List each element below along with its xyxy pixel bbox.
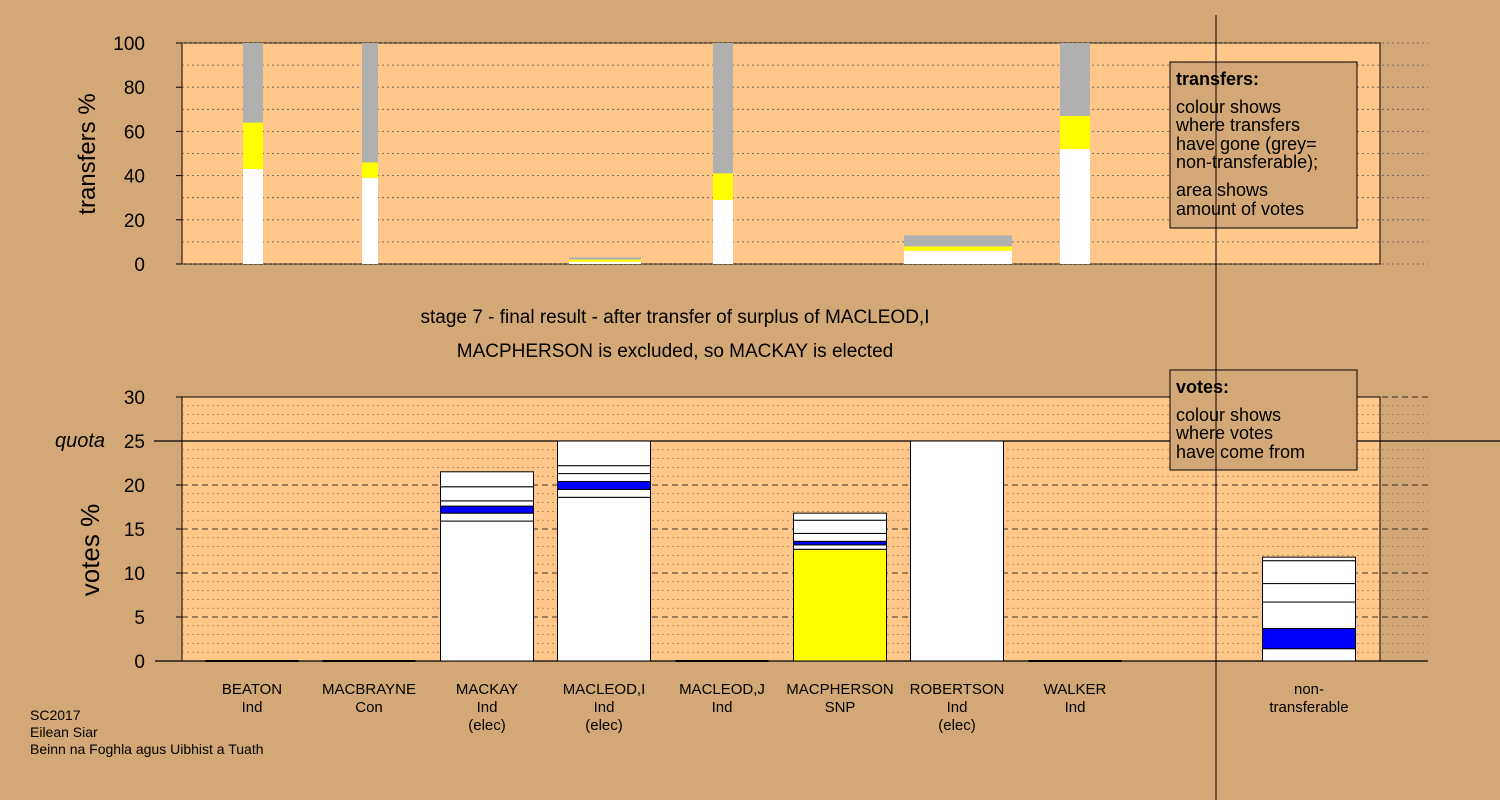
- votes-bar-segment: [440, 486, 534, 502]
- votes-legend-title: votes:: [1176, 377, 1229, 397]
- votes-bar-segment: [1262, 583, 1356, 603]
- transfers-bar-segment: [904, 250, 1012, 264]
- candidate-label: MACKAY: [456, 681, 518, 698]
- transfers-bar-segment: [1060, 149, 1090, 264]
- candidate-label: Ind: [594, 699, 615, 716]
- transfers-ytick-label: 80: [124, 78, 145, 99]
- votes-bar-segment: [440, 520, 534, 662]
- transfers-bar-segment: [713, 173, 733, 200]
- transfers-ytick-label: 0: [134, 255, 145, 276]
- transfers-ytick-label: 40: [124, 167, 145, 188]
- transfers-bar-segment: [569, 257, 641, 260]
- votes-bar-segment: [793, 512, 887, 521]
- transfers-legend-line: colour shows: [1176, 97, 1281, 117]
- votes-bar-segment: [793, 548, 887, 662]
- stage-subtitle: MACPHERSON is excluded, so MACKAY is ele…: [457, 341, 893, 362]
- votes-bar-segment: [1262, 601, 1356, 629]
- votes-bar-segment: [1262, 627, 1356, 650]
- candidate-label: MACBRAYNE: [322, 681, 416, 698]
- transfers-bar-segment: [904, 246, 1012, 251]
- votes-bar-segment: [557, 473, 651, 482]
- votes-bar-segment: [793, 544, 887, 550]
- candidate-label: non-: [1294, 681, 1324, 698]
- transfers-ytick-label: 100: [113, 34, 145, 55]
- transfers-legend-line: amount of votes: [1176, 199, 1304, 219]
- candidate-label: MACPHERSON: [786, 681, 894, 698]
- votes-bar-segment: [1262, 648, 1356, 662]
- transfers-legend-line: area shows: [1176, 180, 1268, 200]
- transfers-bar-segment: [713, 43, 733, 174]
- votes-ytick-label: 0: [134, 652, 145, 673]
- votes-bar-segment: [557, 496, 651, 662]
- transfers-bar-segment: [362, 177, 378, 264]
- transfers-ytick-label: 60: [124, 122, 145, 143]
- votes-bar-segment: [793, 540, 887, 546]
- candidate-label: Ind: [1065, 699, 1086, 716]
- transfers-bar-segment: [569, 259, 641, 262]
- candidate-label: (elec): [585, 717, 623, 734]
- footer-line: Eilean Siar: [30, 724, 98, 740]
- transfers-legend-title: transfers:: [1176, 69, 1259, 89]
- transfers-bar-segment: [904, 235, 1012, 247]
- candidate-label: Ind: [947, 699, 968, 716]
- transfers-bar-segment: [1060, 115, 1090, 150]
- votes-bar-segment: [557, 465, 651, 475]
- quota-label: quota: [55, 430, 105, 452]
- candidate-label: SNP: [825, 699, 856, 716]
- footer-line: Beinn na Foghla agus Uibhist a Tuath: [30, 741, 264, 757]
- transfers-bar-segment: [243, 168, 263, 264]
- votes-ytick-label: 15: [124, 520, 145, 541]
- votes-ytick-label: 5: [134, 608, 145, 629]
- transfers-bar-segment: [362, 43, 378, 163]
- transfers-legend-line: have gone (grey=: [1176, 134, 1317, 154]
- votes-ytick-label: 20: [124, 476, 145, 497]
- votes-ytick-label: 10: [124, 564, 145, 585]
- votes-bar-segment: [910, 440, 1004, 662]
- votes-bar-segment: [557, 488, 651, 498]
- candidate-label: transferable: [1269, 699, 1348, 716]
- transfers-bar-segment: [243, 43, 263, 123]
- votes-legend-line: where votes: [1175, 423, 1273, 443]
- votes-ytick-label: 30: [124, 388, 145, 409]
- candidate-label: MACLEOD,I: [563, 681, 646, 698]
- candidate-label: Con: [355, 699, 383, 716]
- transfers-legend-line: where transfers: [1175, 115, 1300, 135]
- votes-bar-segment: [440, 471, 534, 488]
- candidate-label: (elec): [468, 717, 506, 734]
- transfers-bar-segment: [362, 162, 378, 178]
- votes-bar-segment: [440, 512, 534, 522]
- votes-bar-segment: [440, 500, 534, 507]
- transfers-ylabel: transfers %: [74, 93, 101, 214]
- votes-bar-segment: [793, 519, 887, 534]
- stage-title: stage 7 - final result - after transfer …: [421, 307, 930, 328]
- candidate-label: BEATON: [222, 681, 282, 698]
- transfers-legend-line: non-transferable);: [1176, 152, 1318, 172]
- transfers-ytick-label: 20: [124, 211, 145, 232]
- votes-bar-segment: [1262, 560, 1356, 585]
- votes-bar-segment: [557, 480, 651, 490]
- votes-bar-segment: [793, 532, 887, 542]
- transfers-bar-segment: [1060, 43, 1090, 116]
- votes-bar-segment: [440, 505, 534, 514]
- transfers-bar-segment: [243, 122, 263, 169]
- votes-bar-segment: [1262, 556, 1356, 562]
- candidate-label: Ind: [477, 699, 498, 716]
- votes-legend-line: have come from: [1176, 442, 1305, 462]
- candidate-label: (elec): [938, 717, 976, 734]
- candidate-label: MACLEOD,J: [679, 681, 765, 698]
- transfers-legend: transfers: colour shows where transfers …: [1169, 61, 1358, 229]
- transfers-bar-segment: [569, 261, 641, 264]
- votes-bar-segment: [557, 440, 651, 467]
- footer-line: SC2017: [30, 707, 81, 723]
- candidate-label: Ind: [242, 699, 263, 716]
- votes-ylabel: votes %: [75, 504, 105, 597]
- transfers-bar-segment: [713, 199, 733, 264]
- votes-legend-line: colour shows: [1176, 405, 1281, 425]
- votes-ytick-label: 25: [124, 432, 145, 453]
- candidate-label: Ind: [712, 699, 733, 716]
- candidate-label: ROBERTSON: [910, 681, 1005, 698]
- votes-legend: votes: colour shows where votes have com…: [1169, 369, 1358, 471]
- candidate-label: WALKER: [1044, 681, 1107, 698]
